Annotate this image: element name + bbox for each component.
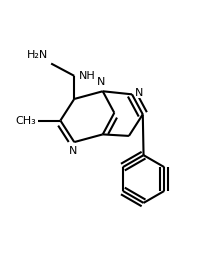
Text: N: N [135,88,143,98]
Text: CH₃: CH₃ [15,115,36,126]
Text: H₂N: H₂N [27,50,48,61]
Text: N: N [97,77,105,87]
Text: N: N [69,146,78,156]
Text: NH: NH [79,71,96,81]
